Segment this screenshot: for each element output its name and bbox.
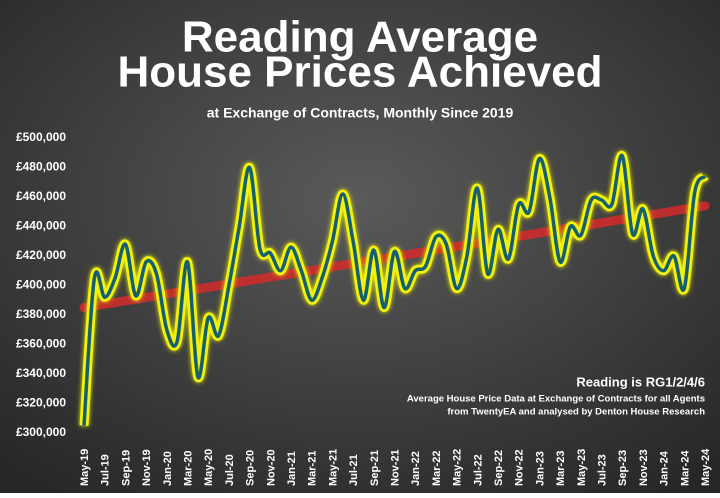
x-tick-label: Mar-23: [555, 451, 567, 486]
x-tick-label: Nov-23: [638, 449, 650, 486]
x-tick-label: Sep-22: [493, 450, 505, 486]
y-tick-label: £360,000: [16, 337, 66, 351]
y-tick-label: £300,000: [16, 425, 66, 439]
annotation: Reading is RG1/2/4/6: [576, 374, 705, 389]
x-tick-label: Sep-23: [617, 450, 629, 486]
annotation: Average House Price Data at Exchange of …: [407, 394, 705, 405]
x-tick-label: May-21: [327, 449, 339, 486]
y-tick-label: £460,000: [16, 189, 66, 203]
x-tick-label: Jul-22: [472, 454, 484, 486]
chart-subtitle: at Exchange of Contracts, Monthly Since …: [207, 105, 514, 121]
y-tick-label: £320,000: [16, 396, 66, 410]
chart-title: Reading Average: [182, 13, 538, 62]
x-tick-label: Sep-19: [120, 450, 132, 486]
y-tick-label: £380,000: [16, 307, 66, 321]
x-tick-label: Jul-20: [224, 454, 236, 486]
x-tick-label: Nov-19: [141, 449, 153, 486]
x-tick-label: Jan-24: [659, 450, 671, 486]
y-tick-label: £400,000: [16, 278, 66, 292]
y-tick-label: £480,000: [16, 160, 66, 174]
x-tick-label: May-22: [452, 449, 464, 486]
x-tick-label: Jan-23: [534, 451, 546, 486]
y-tick-label: £420,000: [16, 248, 66, 262]
x-tick-label: Nov-21: [390, 449, 402, 486]
x-tick-label: Nov-20: [265, 449, 277, 486]
y-tick-label: £500,000: [16, 130, 66, 144]
x-tick-label: Jan-22: [410, 451, 422, 486]
x-tick-label: Jan-20: [162, 451, 174, 486]
x-tick-label: Sep-20: [245, 450, 257, 486]
x-tick-label: May-19: [79, 449, 91, 486]
x-tick-label: Nov-22: [514, 449, 526, 486]
annotation: from TwentyEA and analysed by Denton Hou…: [447, 407, 705, 418]
x-tick-label: Mar-20: [183, 451, 195, 486]
x-tick-label: Jan-21: [286, 451, 298, 486]
y-tick-label: £340,000: [16, 366, 66, 380]
x-tick-label: May-24: [700, 448, 712, 486]
chart-title: House Prices Achieved: [117, 48, 602, 97]
x-tick-label: May-23: [576, 449, 588, 486]
x-tick-label: Mar-21: [307, 451, 319, 486]
x-tick-label: Jul-21: [348, 454, 360, 486]
x-tick-label: Mar-24: [679, 450, 691, 486]
x-tick-label: Jul-23: [597, 454, 609, 486]
x-tick-label: Sep-21: [369, 450, 381, 486]
x-tick-label: Mar-22: [431, 451, 443, 486]
y-tick-label: £440,000: [16, 219, 66, 233]
line: [82, 153, 707, 426]
x-tick-label: May-20: [203, 449, 215, 486]
x-tick-label: Jul-19: [100, 454, 112, 486]
